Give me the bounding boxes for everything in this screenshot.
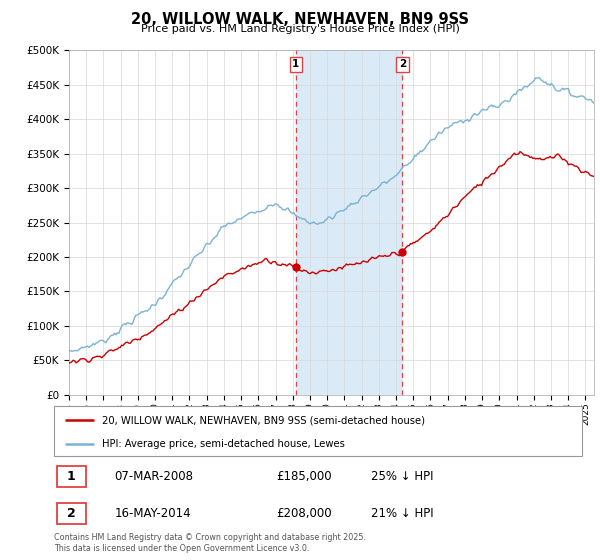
Bar (296, 50, 403, 395)
Text: 2: 2 (399, 59, 406, 69)
Text: 16-MAY-2014: 16-MAY-2014 (115, 507, 191, 520)
Text: 20, WILLOW WALK, NEWHAVEN, BN9 9SS: 20, WILLOW WALK, NEWHAVEN, BN9 9SS (131, 12, 469, 27)
Text: 21% ↓ HPI: 21% ↓ HPI (371, 507, 433, 520)
FancyBboxPatch shape (54, 406, 582, 456)
Text: £185,000: £185,000 (276, 470, 331, 483)
FancyBboxPatch shape (56, 503, 86, 524)
Text: HPI: Average price, semi-detached house, Lewes: HPI: Average price, semi-detached house,… (101, 439, 344, 449)
Text: 2: 2 (67, 507, 76, 520)
Text: £208,000: £208,000 (276, 507, 331, 520)
Text: 1: 1 (292, 59, 299, 69)
FancyBboxPatch shape (56, 466, 86, 487)
Text: Contains HM Land Registry data © Crown copyright and database right 2025.
This d: Contains HM Land Registry data © Crown c… (54, 533, 366, 553)
Text: 20, WILLOW WALK, NEWHAVEN, BN9 9SS (semi-detached house): 20, WILLOW WALK, NEWHAVEN, BN9 9SS (semi… (101, 415, 425, 425)
Text: Price paid vs. HM Land Registry's House Price Index (HPI): Price paid vs. HM Land Registry's House … (140, 24, 460, 34)
Text: 1: 1 (67, 470, 76, 483)
Text: 07-MAR-2008: 07-MAR-2008 (115, 470, 194, 483)
Text: 25% ↓ HPI: 25% ↓ HPI (371, 470, 433, 483)
